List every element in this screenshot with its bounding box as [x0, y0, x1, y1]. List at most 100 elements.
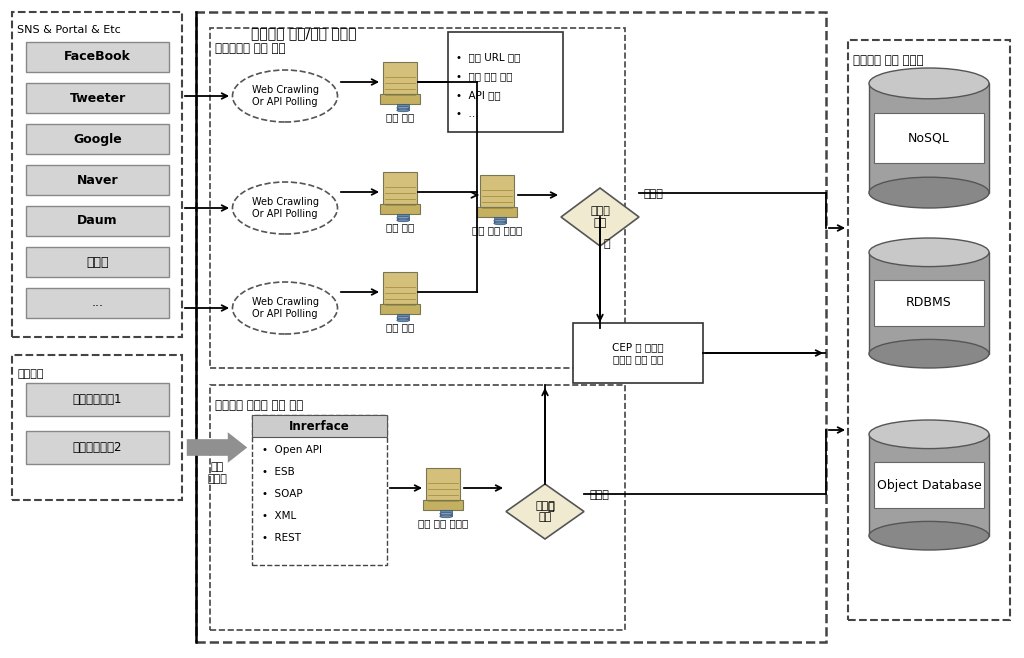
FancyBboxPatch shape [423, 499, 463, 510]
Ellipse shape [869, 177, 989, 208]
Bar [494, 217, 507, 223]
Text: 정보제공기관1: 정보제공기관1 [73, 393, 122, 406]
Text: •  API 관리: • API 관리 [456, 90, 501, 100]
Text: Web Crawling
Or API Polling: Web Crawling Or API Polling [252, 197, 318, 219]
Bar [869, 84, 989, 193]
Text: •  수집 주기 관리: • 수집 주기 관리 [456, 71, 512, 81]
Text: 신문사: 신문사 [86, 255, 109, 268]
FancyBboxPatch shape [383, 62, 417, 93]
Ellipse shape [440, 513, 453, 515]
Text: 수집 서버: 수집 서버 [386, 322, 414, 332]
Bar [874, 462, 984, 509]
Text: •  Open API: • Open API [262, 445, 322, 455]
Text: Web Crawling
Or API Polling: Web Crawling Or API Polling [252, 85, 318, 107]
Text: •  수집 URL 관리: • 수집 URL 관리 [456, 52, 520, 62]
Ellipse shape [494, 219, 507, 222]
Bar [210, 385, 625, 630]
Text: 빅데이터 수집/연계 플랫폼: 빅데이터 수집/연계 플랫폼 [251, 26, 356, 40]
FancyBboxPatch shape [426, 468, 460, 499]
Bar [440, 511, 453, 517]
FancyArrowPatch shape [186, 432, 247, 463]
Bar [26, 42, 169, 72]
Text: •  XML: • XML [262, 511, 296, 521]
Bar [12, 355, 182, 500]
Text: 아니오: 아니오 [589, 490, 609, 500]
Ellipse shape [494, 222, 507, 225]
Text: •  ESB: • ESB [262, 467, 295, 477]
FancyBboxPatch shape [477, 207, 517, 217]
FancyBboxPatch shape [480, 175, 514, 207]
Text: Naver: Naver [77, 174, 119, 186]
Text: •  REST: • REST [262, 533, 301, 543]
FancyBboxPatch shape [380, 203, 420, 214]
Bar [26, 206, 169, 236]
Bar [12, 12, 182, 337]
Bar [252, 415, 387, 437]
FancyBboxPatch shape [380, 303, 420, 314]
Bar [196, 12, 826, 642]
Text: 예: 예 [603, 239, 609, 249]
Bar [26, 124, 169, 154]
Polygon shape [506, 484, 584, 539]
Ellipse shape [397, 319, 410, 322]
Bar [210, 28, 625, 368]
Bar [869, 434, 989, 536]
Text: 수집 관리 시스템: 수집 관리 시스템 [418, 519, 468, 528]
Text: 정보제공기관2: 정보제공기관2 [73, 441, 122, 454]
Text: SNS & Portal & Etc: SNS & Portal & Etc [17, 25, 121, 35]
Text: Google: Google [73, 132, 122, 145]
Ellipse shape [397, 216, 410, 219]
Bar [26, 83, 169, 113]
Bar [874, 113, 984, 163]
Text: 빅데이터 저장 플랫폼: 빅데이터 저장 플랫폼 [853, 54, 924, 67]
Bar [869, 252, 989, 354]
Text: Web Crawling
Or API Polling: Web Crawling Or API Polling [252, 297, 318, 318]
Bar [26, 431, 169, 464]
Text: •  SOAP: • SOAP [262, 489, 303, 499]
Ellipse shape [869, 68, 989, 99]
Bar [397, 105, 410, 111]
Ellipse shape [869, 521, 989, 550]
Bar [397, 315, 410, 320]
Ellipse shape [869, 238, 989, 266]
Text: CEP 및 실시간
데이터 처리 모듈: CEP 및 실시간 데이터 처리 모듈 [612, 342, 664, 364]
Bar [848, 40, 1010, 620]
Text: Object Database: Object Database [877, 478, 981, 492]
Text: Tweeter: Tweeter [70, 91, 126, 105]
Ellipse shape [397, 107, 410, 109]
Text: 아니오: 아니오 [644, 189, 664, 199]
Bar [449, 32, 563, 132]
FancyBboxPatch shape [380, 93, 420, 104]
Text: FaceBook: FaceBook [65, 51, 131, 64]
Ellipse shape [440, 515, 453, 518]
Bar [874, 280, 984, 326]
Text: 예: 예 [548, 502, 555, 512]
Text: 실시간
여부: 실시간 여부 [536, 501, 555, 522]
Bar [26, 165, 169, 195]
Text: 실시간
여부: 실시간 여부 [590, 206, 610, 228]
FancyBboxPatch shape [383, 172, 417, 203]
Text: 수집 관리 시스템: 수집 관리 시스템 [472, 226, 522, 236]
Text: ...: ... [91, 297, 103, 309]
Bar [252, 415, 387, 565]
Bar [26, 247, 169, 277]
Ellipse shape [397, 219, 410, 222]
Bar [573, 323, 703, 383]
Text: Inrerface: Inrerface [289, 420, 350, 432]
Text: 수집 서버: 수집 서버 [386, 222, 414, 232]
Text: RDBMS: RDBMS [906, 297, 952, 309]
Text: 수집 서버: 수집 서버 [386, 113, 414, 122]
Ellipse shape [397, 316, 410, 319]
Ellipse shape [869, 340, 989, 368]
Text: 민간데이터 수집 모듈: 민간데이터 수집 모듈 [215, 42, 286, 55]
Text: Daum: Daum [77, 215, 118, 228]
Text: 공공기관 데이터 수집 모듈: 공공기관 데이터 수집 모듈 [215, 399, 303, 412]
Text: 관련
데이터: 관련 데이터 [207, 463, 227, 484]
Text: 공공기관: 공공기관 [17, 369, 43, 379]
Ellipse shape [869, 420, 989, 449]
Bar [397, 215, 410, 220]
Bar [26, 288, 169, 318]
Text: •  ...: • ... [456, 109, 478, 119]
Bar [26, 383, 169, 416]
Polygon shape [561, 188, 639, 246]
